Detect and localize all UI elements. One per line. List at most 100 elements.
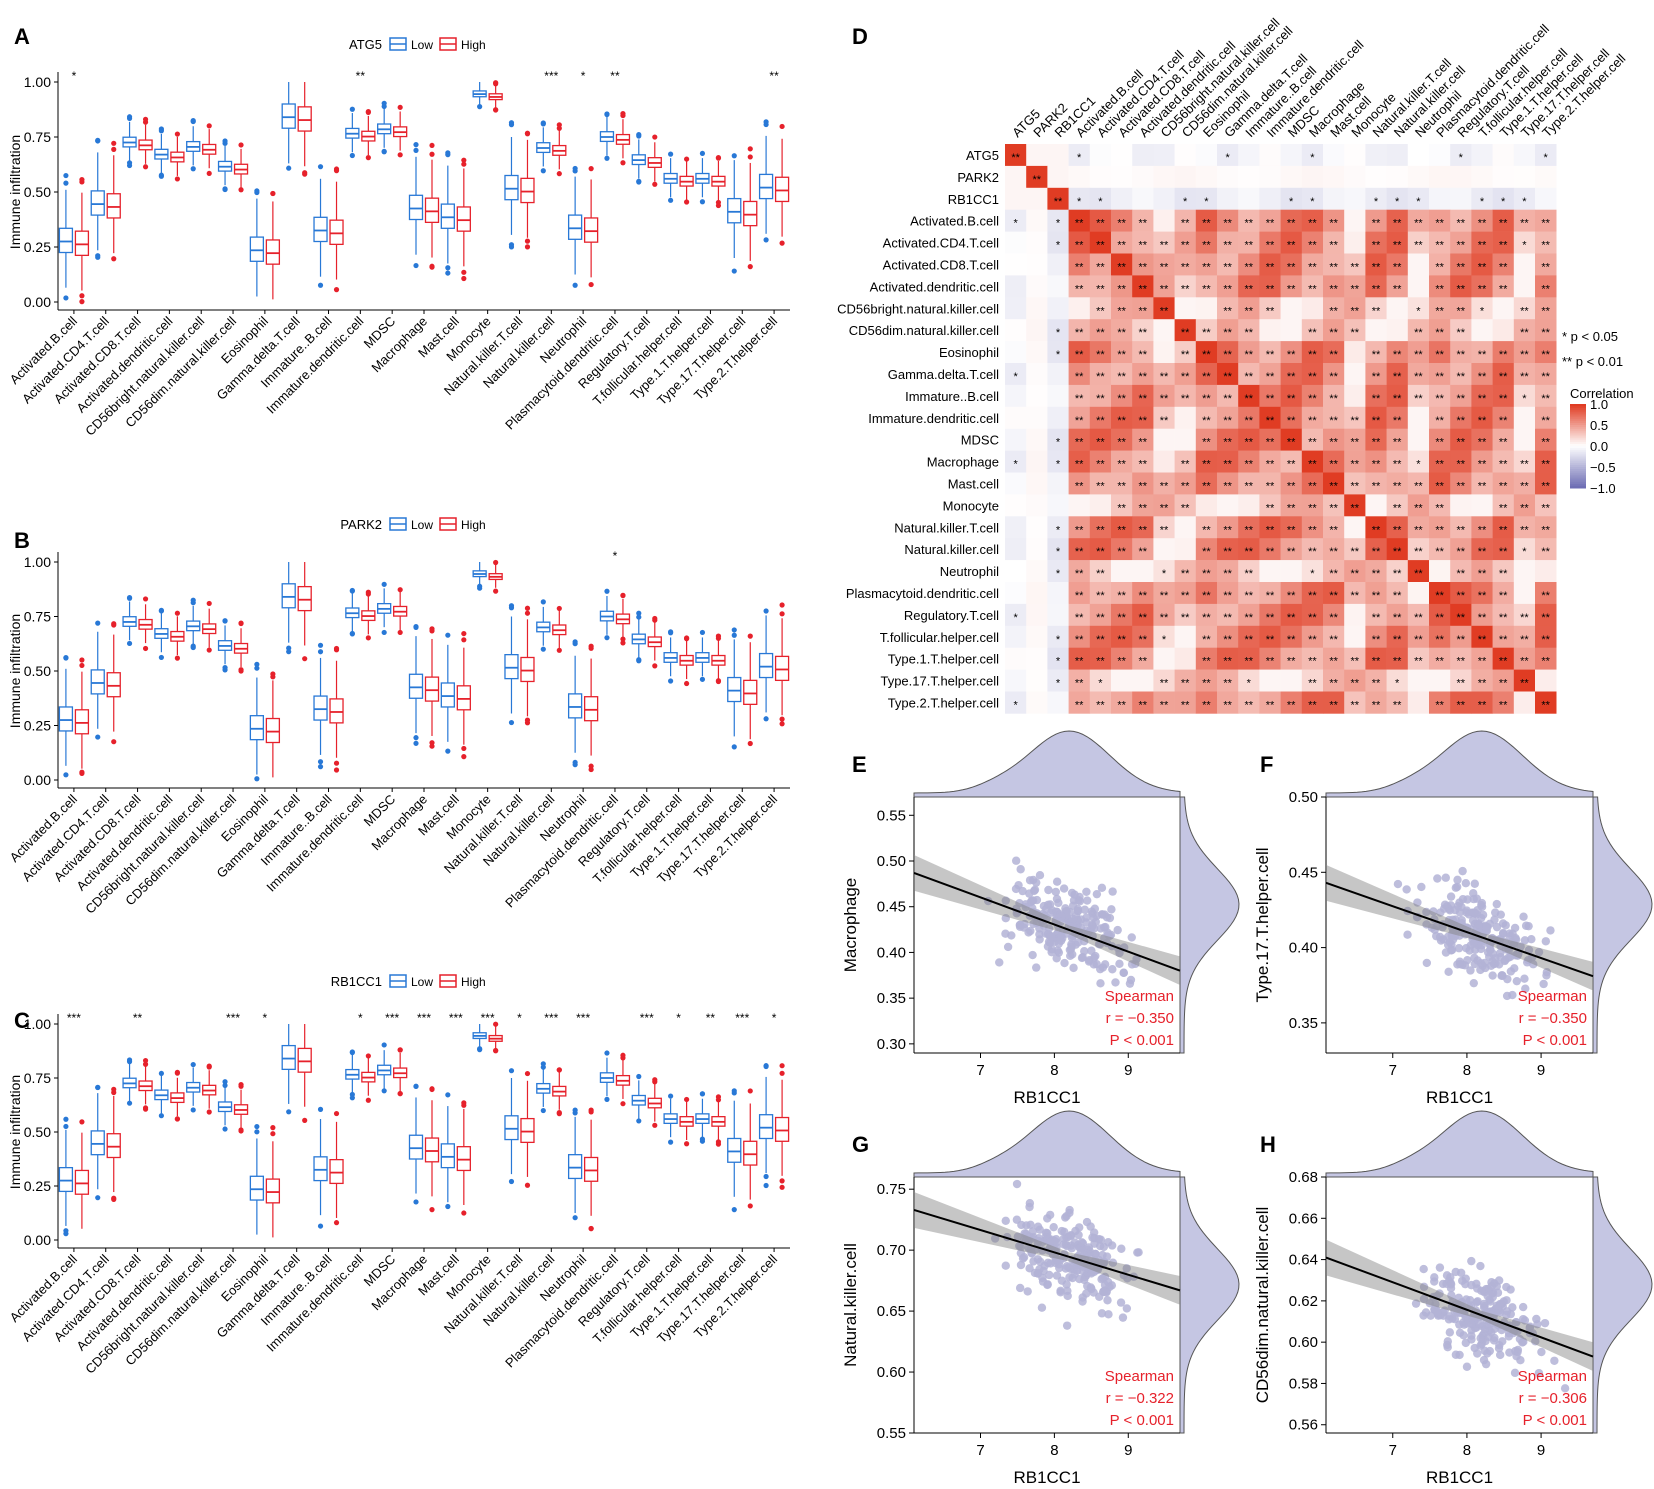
heatmap-significance: ** <box>1372 678 1381 690</box>
scatter-point <box>1119 968 1128 978</box>
panel-label-f: F <box>1260 752 1273 777</box>
heatmap-cell <box>1132 275 1154 298</box>
heatmap-significance: ** <box>1457 437 1466 449</box>
heatmap-significance: ** <box>1541 261 1550 273</box>
heatmap-cell <box>1068 472 1091 495</box>
heatmap-significance: ** <box>1393 502 1402 514</box>
heatmap-significance: ** <box>1096 524 1105 536</box>
heatmap-cell <box>1471 384 1493 408</box>
heatmap-significance: ** <box>1096 261 1105 273</box>
scatter-point <box>1457 915 1466 925</box>
heatmap-cell <box>1407 363 1430 386</box>
heatmap-cell <box>1450 450 1472 473</box>
heatmap-cell <box>1195 472 1218 495</box>
scatter-point <box>1038 1273 1047 1283</box>
outlier-high <box>174 655 180 661</box>
heatmap-significance: ** <box>1372 590 1381 602</box>
scatter-point <box>1539 979 1548 989</box>
heatmap-cell <box>1047 647 1069 670</box>
outlier-high <box>270 190 276 197</box>
outlier-high <box>747 154 753 160</box>
heatmap-cell <box>1365 582 1387 605</box>
heatmap-cell <box>1513 691 1536 714</box>
heatmap-significance: ** <box>1414 524 1423 536</box>
heatmap-cell <box>1068 647 1091 670</box>
outlier-low <box>317 1223 324 1229</box>
scatter-point <box>1087 946 1096 955</box>
outlier-low <box>572 1107 578 1113</box>
outlier-high <box>142 1061 149 1067</box>
heatmap-cell <box>1005 209 1027 232</box>
heatmap-significance: ** <box>1202 546 1211 558</box>
heatmap-cell <box>1259 319 1281 342</box>
heatmap-cell <box>1132 297 1154 320</box>
heatmap-cell <box>1386 341 1409 364</box>
outlier-high <box>779 1178 785 1184</box>
outlier-low <box>190 118 196 125</box>
legend-gradient-step <box>1570 437 1586 441</box>
heatmap-significance: ** <box>1287 590 1296 602</box>
scatter-point <box>1131 959 1140 969</box>
heatmap-significance: ** <box>1245 656 1254 668</box>
heatmap-significance: ** <box>1329 240 1338 252</box>
heatmap-cell <box>1111 406 1133 429</box>
heatmap-cell <box>1259 560 1281 583</box>
heatmap-cell <box>1153 516 1175 539</box>
heatmap-significance: ** <box>1223 240 1232 252</box>
heatmap-cell <box>1047 669 1069 692</box>
box-low-Type.17.T.helper.cell <box>727 197 742 224</box>
box-high-Natural.killer.T.cell <box>520 656 535 683</box>
heatmap-significance: ** <box>1520 656 1529 668</box>
scatter-point <box>1097 1309 1107 1318</box>
heatmap-row-label: CD56bright.natural.killer.cell <box>837 301 999 316</box>
outlier-low <box>668 197 674 203</box>
heatmap-significance: ** <box>1223 612 1232 624</box>
significance-mark: * <box>72 69 77 83</box>
scatter-point <box>1453 1308 1462 1317</box>
outlier-high <box>556 605 562 612</box>
heatmap-cell <box>1259 625 1281 648</box>
outlier-high <box>111 140 117 146</box>
heatmap-significance: ** <box>1499 568 1508 580</box>
heatmap-cell <box>1005 560 1027 583</box>
heatmap-cell <box>1005 231 1027 254</box>
outlier-high <box>206 123 212 129</box>
heatmap-cell <box>1429 319 1451 342</box>
heatmap-significance: ** <box>1499 502 1508 514</box>
box-low-Neutrophil <box>567 214 583 240</box>
outlier-high <box>684 1096 690 1103</box>
heatmap-significance: ** <box>1435 546 1444 558</box>
heatmap-significance: ** <box>1541 437 1550 449</box>
heatmap-significance: ** <box>1245 283 1254 295</box>
outlier-low <box>763 1182 769 1189</box>
heatmap-cell <box>1301 582 1324 605</box>
outlier-high <box>333 760 340 766</box>
heatmap-significance: ** <box>1266 283 1275 295</box>
outlier-low <box>63 772 69 778</box>
scatter-point <box>1431 1300 1440 1309</box>
heatmap-significance: ** <box>1266 524 1275 536</box>
heatmap-row-label: Mast.cell <box>948 476 999 491</box>
scatter-point <box>1054 898 1063 908</box>
heatmap-significance: ** <box>1499 437 1508 449</box>
heatmap-cell <box>1450 647 1472 670</box>
outlier-high <box>493 588 499 594</box>
heatmap-cell <box>1450 363 1472 386</box>
heatmap-cell <box>1280 428 1303 451</box>
outlier-low <box>763 1173 769 1180</box>
outlier-high <box>461 745 467 752</box>
outlier-low <box>349 1095 355 1101</box>
heatmap-significance: ** <box>1223 283 1232 295</box>
legend-gradient-step <box>1570 418 1586 422</box>
heatmap-cell <box>1301 647 1324 670</box>
stat-p: P < 0.001 <box>1523 1412 1587 1429</box>
heatmap-significance: ** <box>1096 218 1105 230</box>
legend-label-high: High <box>461 975 486 989</box>
heatmap-cell <box>1386 582 1409 605</box>
heatmap-cell <box>1323 165 1345 189</box>
scatter-point <box>1104 1310 1113 1319</box>
heatmap-significance: ** <box>1266 261 1275 273</box>
outlier-high <box>79 1119 85 1125</box>
heatmap-cell <box>1407 691 1430 714</box>
heatmap-significance: ** <box>1117 437 1126 449</box>
